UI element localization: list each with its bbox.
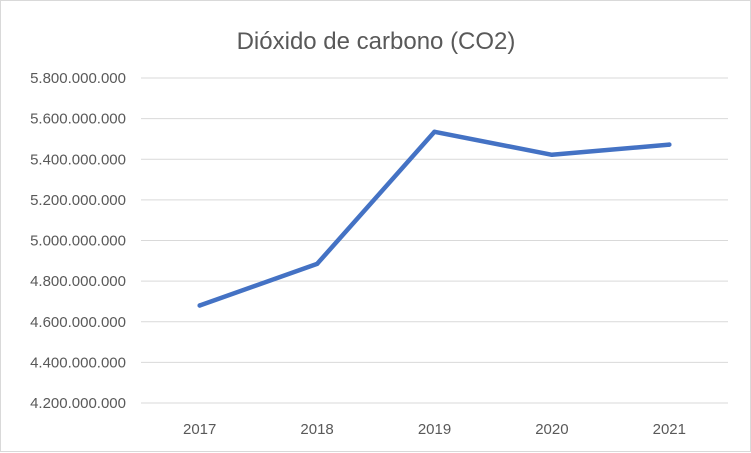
data-point xyxy=(314,261,320,267)
data-point xyxy=(432,129,437,135)
y-tick-label: 5.000.000.000 xyxy=(30,233,126,250)
x-tick-label: 2017 xyxy=(183,421,216,438)
data-point xyxy=(667,142,672,147)
chart-title: Dióxido de carbono (CO2) xyxy=(237,28,516,55)
y-tick-label: 4.800.000.000 xyxy=(30,273,126,290)
y-tick-label: 4.600.000.000 xyxy=(30,314,126,331)
y-tick-label: 5.200.000.000 xyxy=(30,192,126,209)
series-line-co2 xyxy=(197,129,672,308)
y-tick-label: 4.400.000.000 xyxy=(30,354,126,371)
y-tick-label: 5.800.000.000 xyxy=(30,70,126,87)
x-axis-tick-labels: 2017 2018 2019 2020 2021 xyxy=(183,421,686,438)
x-tick-label: 2020 xyxy=(535,421,568,438)
x-tick-label: 2019 xyxy=(418,421,451,438)
x-tick-label: 2021 xyxy=(653,421,686,438)
series-lines xyxy=(197,129,672,308)
data-point xyxy=(549,152,555,157)
y-tick-label: 5.400.000.000 xyxy=(30,151,126,168)
y-tick-label: 5.600.000.000 xyxy=(30,111,126,128)
y-axis-tick-labels: 4.200.000.000 4.400.000.000 4.600.000.000 4… xyxy=(30,70,126,412)
x-tick-label: 2018 xyxy=(300,421,333,438)
data-point xyxy=(197,303,202,308)
gridlines xyxy=(141,77,728,404)
y-tick-label: 4.200.000.000 xyxy=(30,395,126,412)
